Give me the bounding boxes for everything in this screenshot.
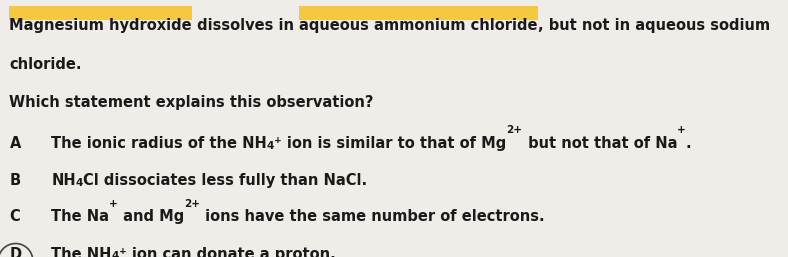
Text: 4: 4 [76,178,84,188]
Text: Cl dissociates less fully than NaCl.: Cl dissociates less fully than NaCl. [84,173,367,188]
Text: +: + [110,199,118,209]
Text: aqueous ammonium chloride: aqueous ammonium chloride [299,18,537,33]
FancyBboxPatch shape [9,6,192,20]
Text: +: + [677,125,686,135]
Text: The NH: The NH [51,247,112,257]
Text: Magnesium hydroxide: Magnesium hydroxide [9,18,192,33]
Text: 4: 4 [267,141,274,151]
Text: , but not in aqueous sodium: , but not in aqueous sodium [537,18,770,33]
Text: ⁺ ion can donate a proton.: ⁺ ion can donate a proton. [119,247,336,257]
Text: ⁺ ion is similar to that of Mg: ⁺ ion is similar to that of Mg [274,136,507,151]
Text: 4: 4 [112,251,119,257]
Text: C: C [9,209,20,224]
Text: NH: NH [51,173,76,188]
Text: but not that of Na: but not that of Na [522,136,677,151]
Text: Which statement explains this observation?: Which statement explains this observatio… [9,95,374,110]
Text: B: B [9,173,20,188]
Text: .: . [686,136,692,151]
Text: The Na: The Na [51,209,110,224]
Text: D: D [9,247,21,257]
Text: A: A [9,136,20,151]
Text: The ionic radius of the NH: The ionic radius of the NH [51,136,267,151]
Text: 2+: 2+ [184,199,200,209]
Text: and Mg: and Mg [118,209,184,224]
Text: chloride.: chloride. [9,57,82,71]
FancyBboxPatch shape [299,6,537,20]
Text: 2+: 2+ [507,125,522,135]
Text: dissolves in: dissolves in [192,18,299,33]
Text: ions have the same number of electrons.: ions have the same number of electrons. [200,209,545,224]
